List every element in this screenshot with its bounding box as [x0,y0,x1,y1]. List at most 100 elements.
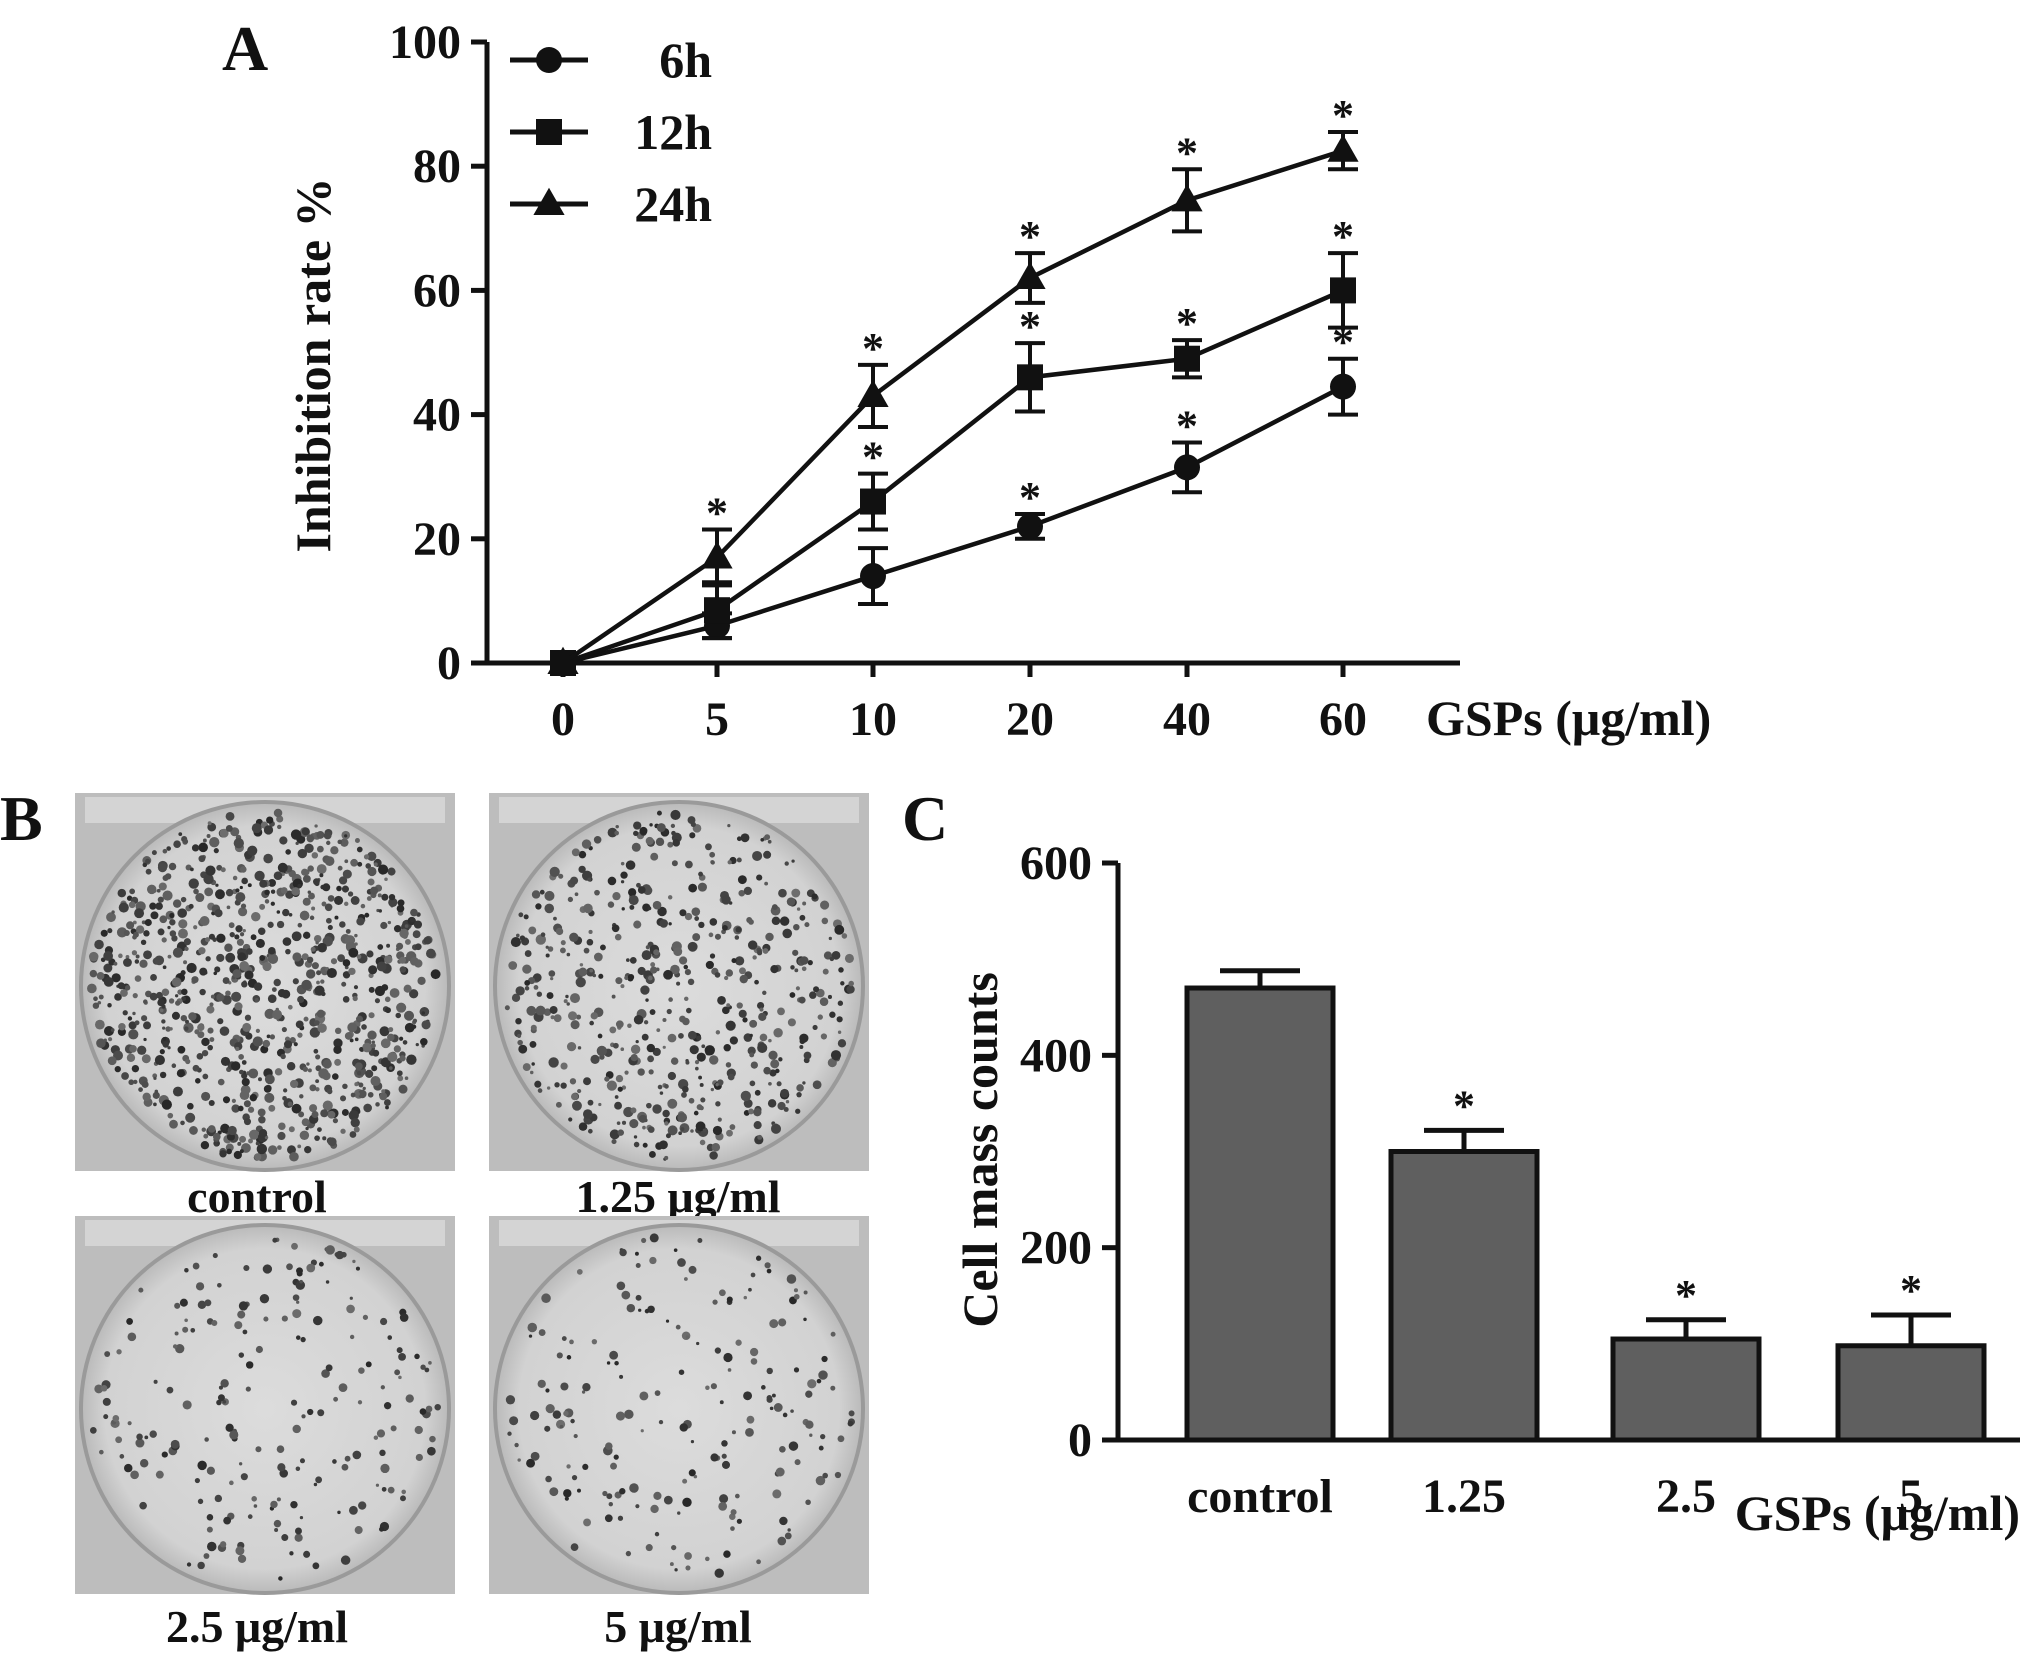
colony [665,1133,671,1139]
colony [827,994,833,1000]
colony [368,1012,375,1019]
colony [295,841,299,846]
colony [425,1405,433,1413]
colony [710,1453,719,1462]
colony [87,983,97,994]
colony [640,985,650,995]
bar-5 [1835,1343,1987,1443]
panel-label-b: B [0,783,43,854]
colony [571,1475,578,1481]
colony [556,1352,563,1359]
colony [399,1313,409,1322]
colony [263,1316,269,1322]
colony [306,1062,310,1066]
colony [292,1294,300,1301]
colony [621,1290,631,1300]
colony [306,834,315,843]
colony [162,890,173,901]
colony [292,952,302,962]
colony [583,1077,592,1086]
colony [611,994,616,999]
significance-star: * [862,433,884,482]
colony [763,850,772,859]
colony [570,993,581,1004]
colony [696,1052,706,1062]
colony [591,1338,598,1345]
colony [241,1072,248,1079]
colony [295,1335,301,1340]
colonies [504,809,855,1161]
colony [540,932,546,937]
colony [259,879,268,888]
colony [702,1128,707,1133]
x-axis-title-a: GSPs (μg/ml) [1426,690,1711,746]
colony [582,1463,589,1470]
colony [299,1130,310,1141]
colony [685,1565,691,1571]
colony [96,1038,106,1048]
colony [742,1017,748,1023]
colony [159,915,168,924]
colony [673,947,683,957]
colony [143,999,148,1004]
colony [796,907,801,911]
colony [823,951,833,960]
colony [736,1002,743,1009]
colony [355,1266,360,1271]
colony [103,1414,109,1420]
plate-caption-1-25: 1.25 μg/ml [576,1171,781,1222]
colony [342,996,350,1003]
colony [423,936,432,945]
colony [656,823,666,833]
significance-star: * [862,324,884,373]
colony [588,929,593,935]
colony [171,935,178,942]
colony [669,1562,674,1566]
colony [226,1148,232,1155]
colony [162,874,169,881]
colony [130,1470,139,1480]
colony [645,836,654,845]
colony [539,889,545,895]
colony [366,896,372,901]
colony [332,1459,337,1464]
colony [379,1526,384,1532]
colony [726,1129,733,1137]
colony [366,950,374,958]
colony [730,1526,735,1531]
colony [578,967,588,977]
colony [311,1110,319,1118]
colony [210,994,215,999]
colony [548,970,556,977]
colony [665,1319,670,1323]
colony [273,978,281,987]
significance-star-c: * [1453,1081,1475,1130]
colony [113,961,118,966]
colony [545,1388,550,1393]
colony [390,1425,397,1432]
colony [150,911,159,920]
colonies [505,1233,855,1578]
colony [313,1020,320,1026]
colony [573,1434,578,1439]
colony [309,915,315,921]
colony [254,870,265,881]
colony [776,1081,782,1087]
colony [205,956,211,962]
colony [670,809,681,821]
colony [754,979,759,985]
colony [206,834,211,838]
colony [544,1425,551,1432]
colony [117,982,125,990]
data-point-24h [547,646,579,675]
colony [667,895,673,900]
colony [120,989,128,997]
colony [578,1122,588,1131]
colony [239,866,247,873]
colony [290,1500,298,1509]
colony [646,1043,656,1053]
colony [354,1526,363,1535]
colony [834,924,845,935]
colony [687,1030,697,1040]
colony [299,1458,306,1464]
